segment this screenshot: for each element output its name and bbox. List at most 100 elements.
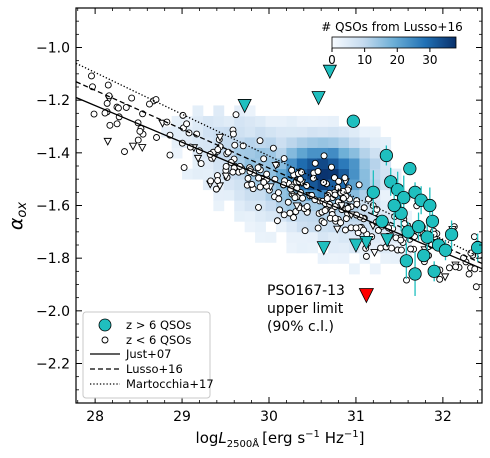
x-tick-label: 32 (434, 409, 452, 425)
heatmap-cell (255, 158, 266, 170)
lowz-point (436, 275, 444, 283)
lowz-point (212, 185, 220, 193)
heatmap-cell (359, 189, 371, 201)
heatmap-cell (338, 168, 350, 180)
highz-point (444, 227, 459, 242)
lowz-point (328, 163, 335, 171)
legend: z > 6 QSOs z < 6 QSOs Just+07 Lusso+16 M… (82, 311, 214, 399)
highz-point (438, 243, 453, 257)
lowz-upper-limit (128, 142, 138, 151)
lowz-point (229, 130, 237, 138)
heatmap-cell (296, 210, 308, 222)
legend-label-just07: Just+07 (125, 347, 171, 361)
heatmap-cell (317, 210, 329, 222)
lowz-upper-limit (221, 172, 231, 181)
heatmap-cell (348, 263, 360, 275)
heatmap-cell (255, 189, 266, 201)
heatmap-cell (338, 137, 350, 148)
lowz-point (452, 263, 460, 271)
lowz-point (352, 224, 360, 232)
annotation-line-2: upper limit (267, 301, 344, 317)
heatmap-cell (213, 115, 225, 127)
lowz-point (299, 194, 307, 202)
heatmap-cell (202, 126, 214, 138)
heatmap-cell (307, 231, 319, 243)
highz-upper-limit (380, 233, 395, 248)
heatmap-cell (317, 189, 329, 201)
lowz-point (214, 146, 222, 154)
heatmap-cell (348, 126, 360, 138)
lowz-point (323, 195, 331, 203)
heatmap-cell (296, 137, 308, 148)
heatmap-cell (265, 210, 277, 222)
colorbar-gradient (331, 36, 457, 49)
y-tick-label: −1.4 (36, 146, 70, 162)
lowz-point (121, 148, 128, 156)
heatmap-cell (317, 115, 329, 127)
heatmap-cell (255, 115, 266, 127)
lowz-point (275, 189, 282, 197)
heatmap-cell (255, 168, 266, 180)
lowz-point (232, 111, 240, 119)
heatmap-cell (171, 147, 183, 159)
lowz-point (284, 198, 292, 206)
heatmap-cell (328, 158, 339, 170)
lowz-point (335, 177, 343, 185)
highz-point (425, 214, 440, 228)
lowz-point (374, 227, 382, 234)
heatmap-cell (380, 189, 392, 201)
colorbar-tick-label: 20 (390, 53, 405, 67)
heatmap-cell (390, 252, 402, 264)
heatmap-cell (192, 168, 204, 180)
heatmap-cell (359, 126, 371, 138)
heatmap-cell (380, 200, 392, 212)
heatmap-cell (296, 158, 308, 170)
heatmap-cell (369, 242, 381, 254)
heatmap-cell (244, 147, 256, 159)
highz-upper-limit (348, 238, 364, 253)
lowz-upper-limit (215, 133, 225, 142)
lowz-point (254, 164, 262, 172)
pso167-annotation: PSO167-13 upper limit (90% c.l.) (267, 283, 345, 335)
lowz-point (301, 227, 309, 235)
heatmap-cell (275, 137, 287, 148)
heatmap-cell (255, 231, 266, 243)
heatmap-cell (275, 189, 287, 201)
highz-point (401, 225, 415, 239)
heatmap-cell (338, 221, 350, 233)
lowz-point (320, 219, 328, 227)
highz-point (366, 185, 380, 199)
heatmap-cell (369, 137, 381, 148)
heatmap-cell (369, 221, 381, 233)
lowz-point (321, 207, 329, 215)
heatmap-cell (171, 126, 183, 138)
heatmap-cell (275, 221, 287, 233)
heatmap-cell (296, 126, 308, 138)
lowz-upper-limit (337, 202, 346, 211)
lowz-point (180, 164, 188, 172)
heatmap-cell (202, 115, 214, 127)
heatmap-cell (223, 115, 235, 127)
heatmap-cell (348, 158, 360, 170)
x-tick-label: 29 (173, 409, 191, 425)
x-axis-label: logL2500Å [erg s−1 Hz−1] (196, 429, 365, 450)
heatmap-cell (307, 242, 319, 254)
lowz-point (222, 162, 230, 170)
heatmap-cell (348, 168, 360, 180)
highz-point (379, 148, 393, 163)
lowz-point (90, 110, 98, 118)
heatmap-cell (286, 126, 298, 138)
lowz-point (276, 206, 284, 214)
highz-point (411, 219, 426, 234)
heatmap-cell (359, 179, 371, 191)
heatmap-cell (192, 115, 204, 127)
heatmap-cell (244, 105, 256, 117)
y-tick-label: −1.8 (36, 251, 70, 267)
highz-point (387, 198, 401, 213)
heatmap-cell (202, 158, 214, 170)
y-tick-label: −1.2 (36, 93, 70, 109)
lowz-point (183, 120, 191, 128)
heatmap-cell (348, 137, 360, 148)
lowz-point (179, 111, 187, 119)
heatmap-cell (244, 126, 256, 138)
